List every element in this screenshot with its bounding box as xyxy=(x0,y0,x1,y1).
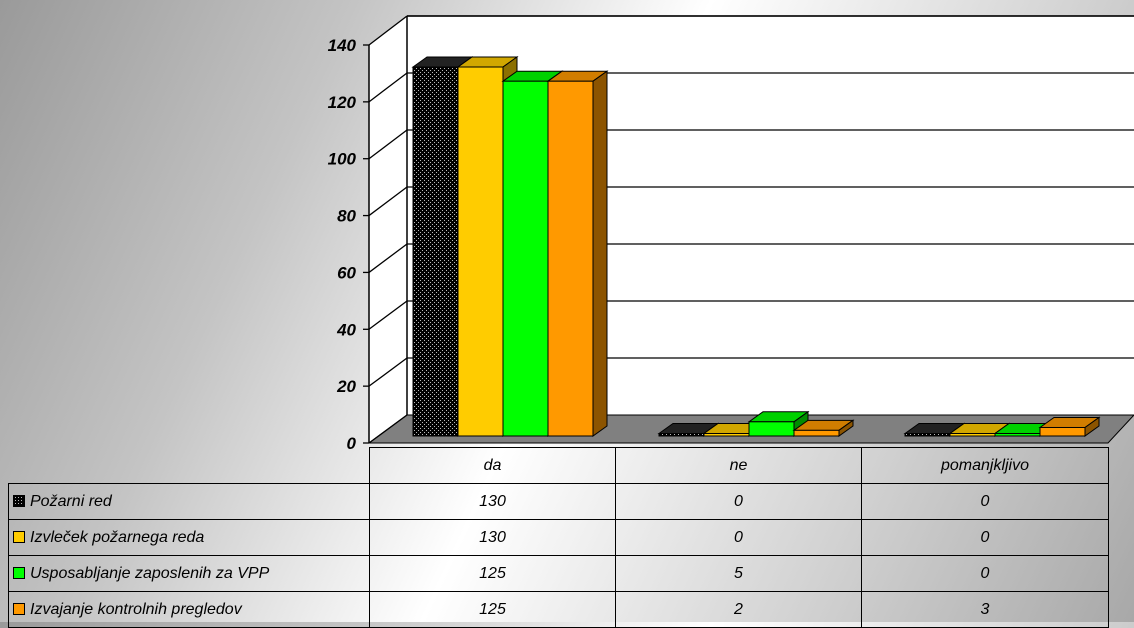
table-cell: 0 xyxy=(861,555,1109,592)
table-cell: 0 xyxy=(615,519,862,556)
gridline-side xyxy=(368,15,408,46)
table-cell: 0 xyxy=(615,483,862,520)
table-cell: 125 xyxy=(369,591,616,628)
gridline-side xyxy=(368,72,408,103)
table-cell: 5 xyxy=(615,555,862,592)
legend-swatch-icon xyxy=(13,494,25,507)
category-header: ne xyxy=(615,447,862,484)
gridline-side xyxy=(368,414,408,444)
series-label: Izvleček požarnega reda xyxy=(8,519,370,556)
bar-side xyxy=(592,70,608,437)
bar-front xyxy=(412,66,459,437)
series-label: Usposabljanje zaposlenih za VPP xyxy=(8,555,370,592)
series-label: Izvajanje kontrolnih pregledov xyxy=(8,591,370,628)
table-cell: 0 xyxy=(861,519,1109,556)
bar-front xyxy=(904,433,951,437)
table-cell: 125 xyxy=(369,555,616,592)
bar-front xyxy=(994,433,1041,437)
table-cell: 130 xyxy=(369,519,616,556)
series-label: Požarni red xyxy=(8,483,370,520)
table-row: Izvleček požarnega reda 130 0 0 xyxy=(8,519,1109,556)
y-tick-label: 0 xyxy=(347,434,357,450)
bar-front xyxy=(547,80,594,437)
gridline-side xyxy=(368,243,408,273)
y-tick-label: 120 xyxy=(328,93,357,112)
table-cell: 3 xyxy=(861,591,1109,628)
bar-front xyxy=(502,80,549,437)
table-cell: 0 xyxy=(861,483,1109,520)
bar xyxy=(546,70,609,437)
data-table: da ne pomanjkljivo Požarni red 130 0 0 I… xyxy=(8,447,1109,628)
gridline-side xyxy=(368,129,408,160)
legend-swatch-icon xyxy=(13,566,25,579)
gridline-side xyxy=(368,357,408,387)
legend-swatch-icon xyxy=(13,602,25,615)
bar-front xyxy=(748,421,795,437)
bar xyxy=(1038,416,1101,437)
table-row: Usposabljanje zaposlenih za VPP 125 5 0 xyxy=(8,555,1109,592)
legend-swatch-icon xyxy=(13,530,25,543)
side-wall xyxy=(369,16,407,443)
category-header: da xyxy=(369,447,616,484)
bar-front xyxy=(658,433,705,437)
table-corner xyxy=(8,447,370,484)
y-tick-label: 60 xyxy=(337,263,356,282)
bar-front xyxy=(949,433,996,437)
bars xyxy=(411,56,1101,437)
y-tick-label: 140 xyxy=(328,36,357,55)
y-tick-label: 40 xyxy=(336,320,356,339)
gridline-side xyxy=(368,186,408,217)
y-tick-label: 20 xyxy=(336,377,356,396)
category-header: pomanjkljivo xyxy=(861,447,1109,484)
bar-front xyxy=(1039,426,1086,437)
table-header-row: da ne pomanjkljivo xyxy=(8,447,1109,484)
bar-chart: 0 20 40 60 80 100 120 140 xyxy=(328,15,1134,450)
table-cell: 2 xyxy=(615,591,862,628)
y-tick-label: 80 xyxy=(337,207,356,226)
y-axis-ticks: 0 20 40 60 80 100 120 140 xyxy=(328,36,369,450)
table-row: Požarni red 130 0 0 xyxy=(8,483,1109,520)
table-cell: 130 xyxy=(369,483,616,520)
bar xyxy=(747,410,810,437)
y-tick-label: 100 xyxy=(328,150,357,169)
table-row: Izvajanje kontrolnih pregledov 125 2 3 xyxy=(8,591,1109,628)
gridline-side xyxy=(368,300,408,330)
bar-front xyxy=(703,433,750,437)
bar-front xyxy=(457,66,504,437)
bar-front xyxy=(793,429,840,437)
bar xyxy=(792,419,855,437)
